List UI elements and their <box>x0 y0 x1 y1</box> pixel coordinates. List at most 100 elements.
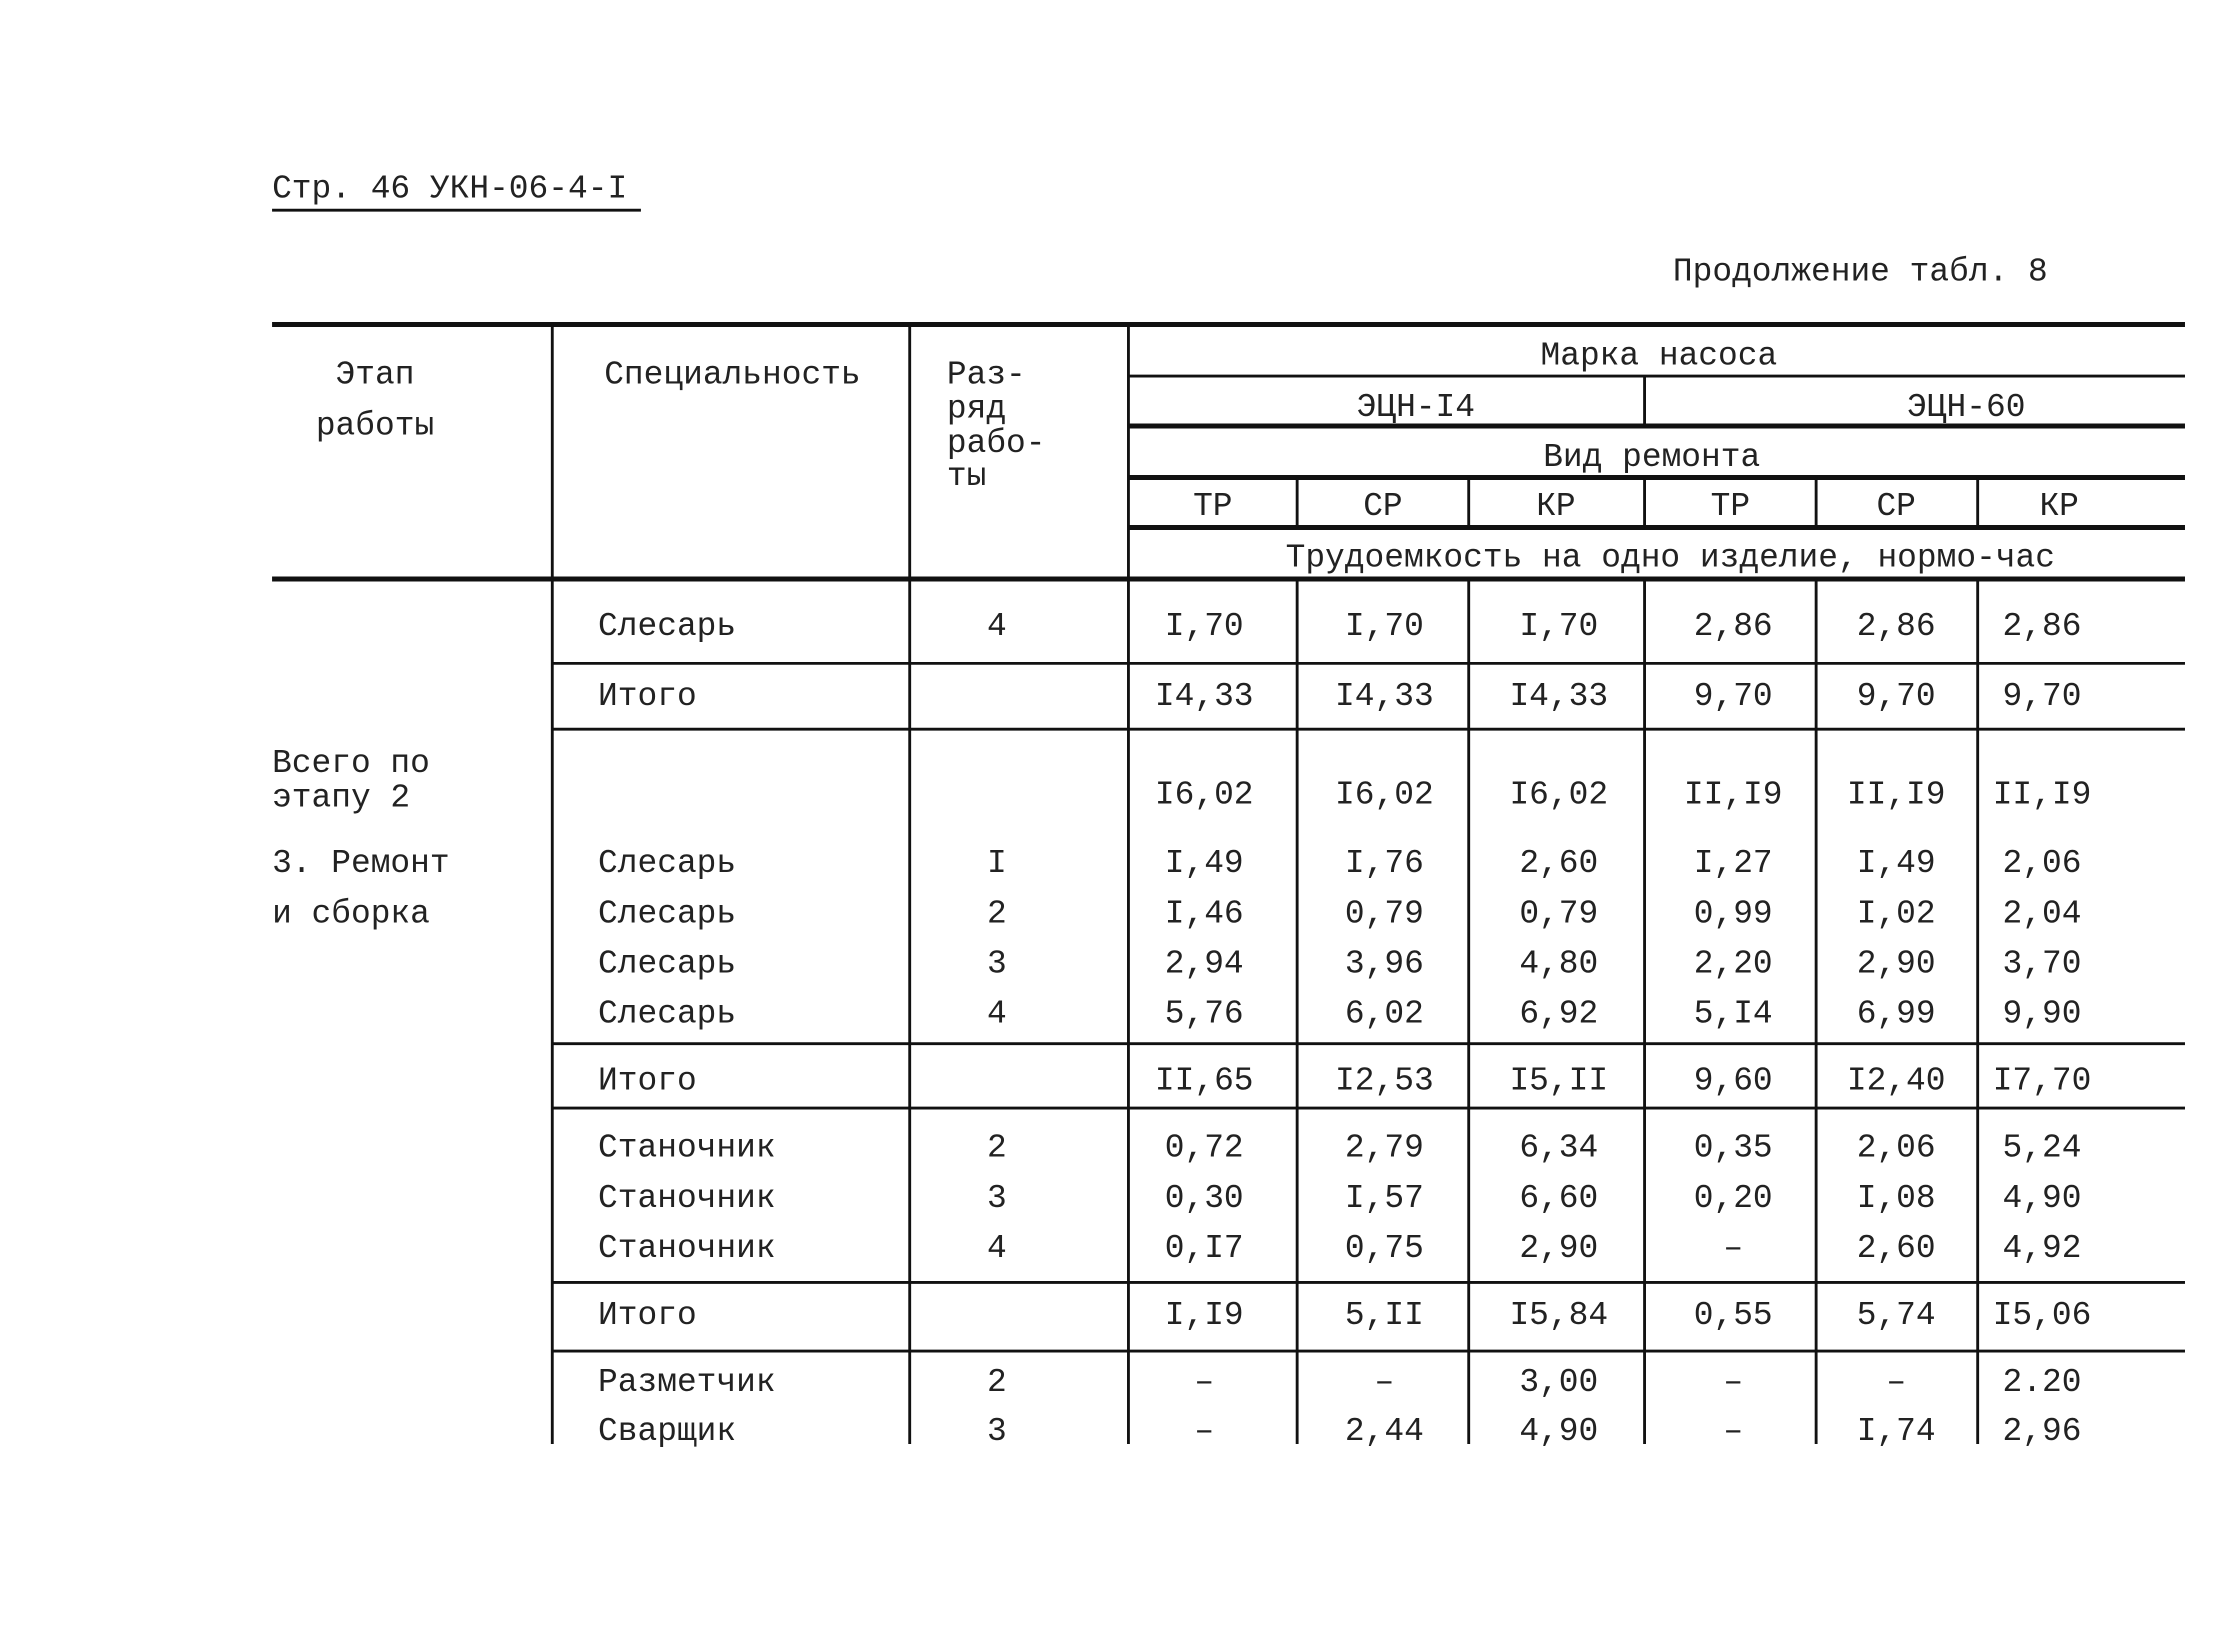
value-cell: 2,60 <box>1857 1230 1936 1267</box>
header-cell: Марка насоса <box>1540 338 1777 375</box>
value-cell: 5,76 <box>1165 995 1244 1032</box>
header-cell: КР <box>2039 488 2078 525</box>
value-cell: 9,70 <box>1857 678 1936 715</box>
grade-cell: 4 <box>987 995 1007 1032</box>
value-cell: I2,40 <box>1847 1063 1946 1100</box>
value-cell: I5,II <box>1509 1063 1608 1100</box>
value-cell: 0,35 <box>1694 1130 1773 1167</box>
specialty-cell: Слесарь <box>598 945 736 982</box>
value-cell: 2.20 <box>2003 1364 2082 1401</box>
header-cell: Специальность <box>604 356 860 393</box>
value-cell: I4,33 <box>1335 678 1434 715</box>
value-cell: 2,44 <box>1345 1413 1424 1450</box>
stage-cell: Всего по <box>272 745 430 782</box>
value-cell: 3,96 <box>1345 945 1424 982</box>
value-cell: 0,72 <box>1165 1130 1244 1167</box>
value-cell: II,I9 <box>1684 777 1783 814</box>
value-cell: I6,02 <box>1155 777 1254 814</box>
header-cell: ЭЦН-60 <box>1907 389 2025 426</box>
value-cell: – <box>1194 1413 1214 1450</box>
specialty-cell: Итого <box>598 1063 697 1100</box>
header-cell: работы <box>316 408 434 445</box>
value-cell: II,65 <box>1155 1063 1254 1100</box>
value-cell: 5,24 <box>2003 1130 2082 1167</box>
value-cell: 2,79 <box>1345 1130 1424 1167</box>
value-cell: 0,79 <box>1519 895 1598 932</box>
value-cell: 6,92 <box>1519 995 1598 1032</box>
header-cell: ТР <box>1193 488 1232 525</box>
value-cell: II,I9 <box>1993 777 2092 814</box>
table-body: ТР СР КР ТР СР КР Слесарь 4 I,70 I,70 I,70 2,86 2,86… <box>272 488 2091 1450</box>
table-rules <box>272 322 2185 1444</box>
value-cell: I5,84 <box>1509 1297 1608 1334</box>
specialty-cell: Сварщик <box>598 1413 736 1450</box>
value-cell: 2,06 <box>2003 845 2082 882</box>
value-cell: 0,75 <box>1345 1230 1424 1267</box>
value-cell: I,70 <box>1345 608 1424 645</box>
header-cell: Вид ремонта <box>1543 439 1760 476</box>
value-cell: 2,94 <box>1165 945 1244 982</box>
header-cell: ты <box>947 458 986 495</box>
header-cell: Раз- <box>947 356 1026 393</box>
specialty-cell: Слесарь <box>598 995 736 1032</box>
value-cell: 2,86 <box>1694 608 1773 645</box>
value-cell: 2,90 <box>1857 945 1936 982</box>
value-cell: 2,06 <box>1857 1130 1936 1167</box>
value-cell: 0,20 <box>1694 1180 1773 1217</box>
value-cell: I,46 <box>1165 895 1244 932</box>
specialty-cell: Станочник <box>598 1180 776 1217</box>
value-cell: I5,06 <box>1993 1297 2092 1334</box>
value-cell: I,27 <box>1694 845 1773 882</box>
value-cell: – <box>1886 1364 1906 1401</box>
caption: Продолжение табл. 8 <box>1673 253 2048 290</box>
value-cell: 6,02 <box>1345 995 1424 1032</box>
grade-cell: 4 <box>987 608 1007 645</box>
value-cell: 4,80 <box>1519 945 1598 982</box>
value-cell: 6,99 <box>1857 995 1936 1032</box>
stage-cell: 3. Ремонт <box>272 845 450 882</box>
specialty-cell: Слесарь <box>598 845 736 882</box>
value-cell: 4,92 <box>2003 1230 2082 1267</box>
specialty-cell: Разметчик <box>598 1364 776 1401</box>
grade-cell: 2 <box>987 1130 1007 1167</box>
value-cell: 5,II <box>1345 1297 1424 1334</box>
value-cell: I4,33 <box>1509 678 1608 715</box>
value-cell: 9,90 <box>2003 995 2082 1032</box>
value-cell: – <box>1723 1364 1743 1401</box>
header-cell: СР <box>1363 488 1402 525</box>
header-cell: ЭЦН-I4 <box>1357 389 1475 426</box>
value-cell: 0,I7 <box>1165 1230 1244 1267</box>
header-cell: Этап <box>336 356 415 393</box>
value-cell: 9,70 <box>2003 678 2082 715</box>
header-cell: СР <box>1876 488 1915 525</box>
value-cell: 3,70 <box>2003 945 2082 982</box>
value-cell: 5,I4 <box>1694 995 1773 1032</box>
value-cell: I,70 <box>1519 608 1598 645</box>
grade-cell: 2 <box>987 895 1007 932</box>
value-cell: I,70 <box>1165 608 1244 645</box>
value-cell: 2,90 <box>1519 1230 1598 1267</box>
value-cell: – <box>1723 1413 1743 1450</box>
value-cell: 4,90 <box>1519 1413 1598 1450</box>
value-cell: 2,86 <box>1857 608 1936 645</box>
specialty-cell: Итого <box>598 678 697 715</box>
value-cell: I,I9 <box>1165 1297 1244 1334</box>
value-cell: – <box>1194 1364 1214 1401</box>
value-cell: 0,55 <box>1694 1297 1773 1334</box>
value-cell: – <box>1723 1230 1743 1267</box>
specialty-cell: Станочник <box>598 1130 776 1167</box>
grade-cell: 2 <box>987 1364 1007 1401</box>
value-cell: I,57 <box>1345 1180 1424 1217</box>
grade-cell: I <box>987 845 1007 882</box>
value-cell: I,74 <box>1857 1413 1936 1450</box>
value-cell: – <box>1374 1364 1394 1401</box>
value-cell: 6,60 <box>1519 1180 1598 1217</box>
value-cell: 2,86 <box>2003 608 2082 645</box>
value-cell: I,49 <box>1857 845 1936 882</box>
value-cell: 2,96 <box>2003 1413 2082 1450</box>
value-cell: 0,99 <box>1694 895 1773 932</box>
value-cell: I2,53 <box>1335 1063 1434 1100</box>
